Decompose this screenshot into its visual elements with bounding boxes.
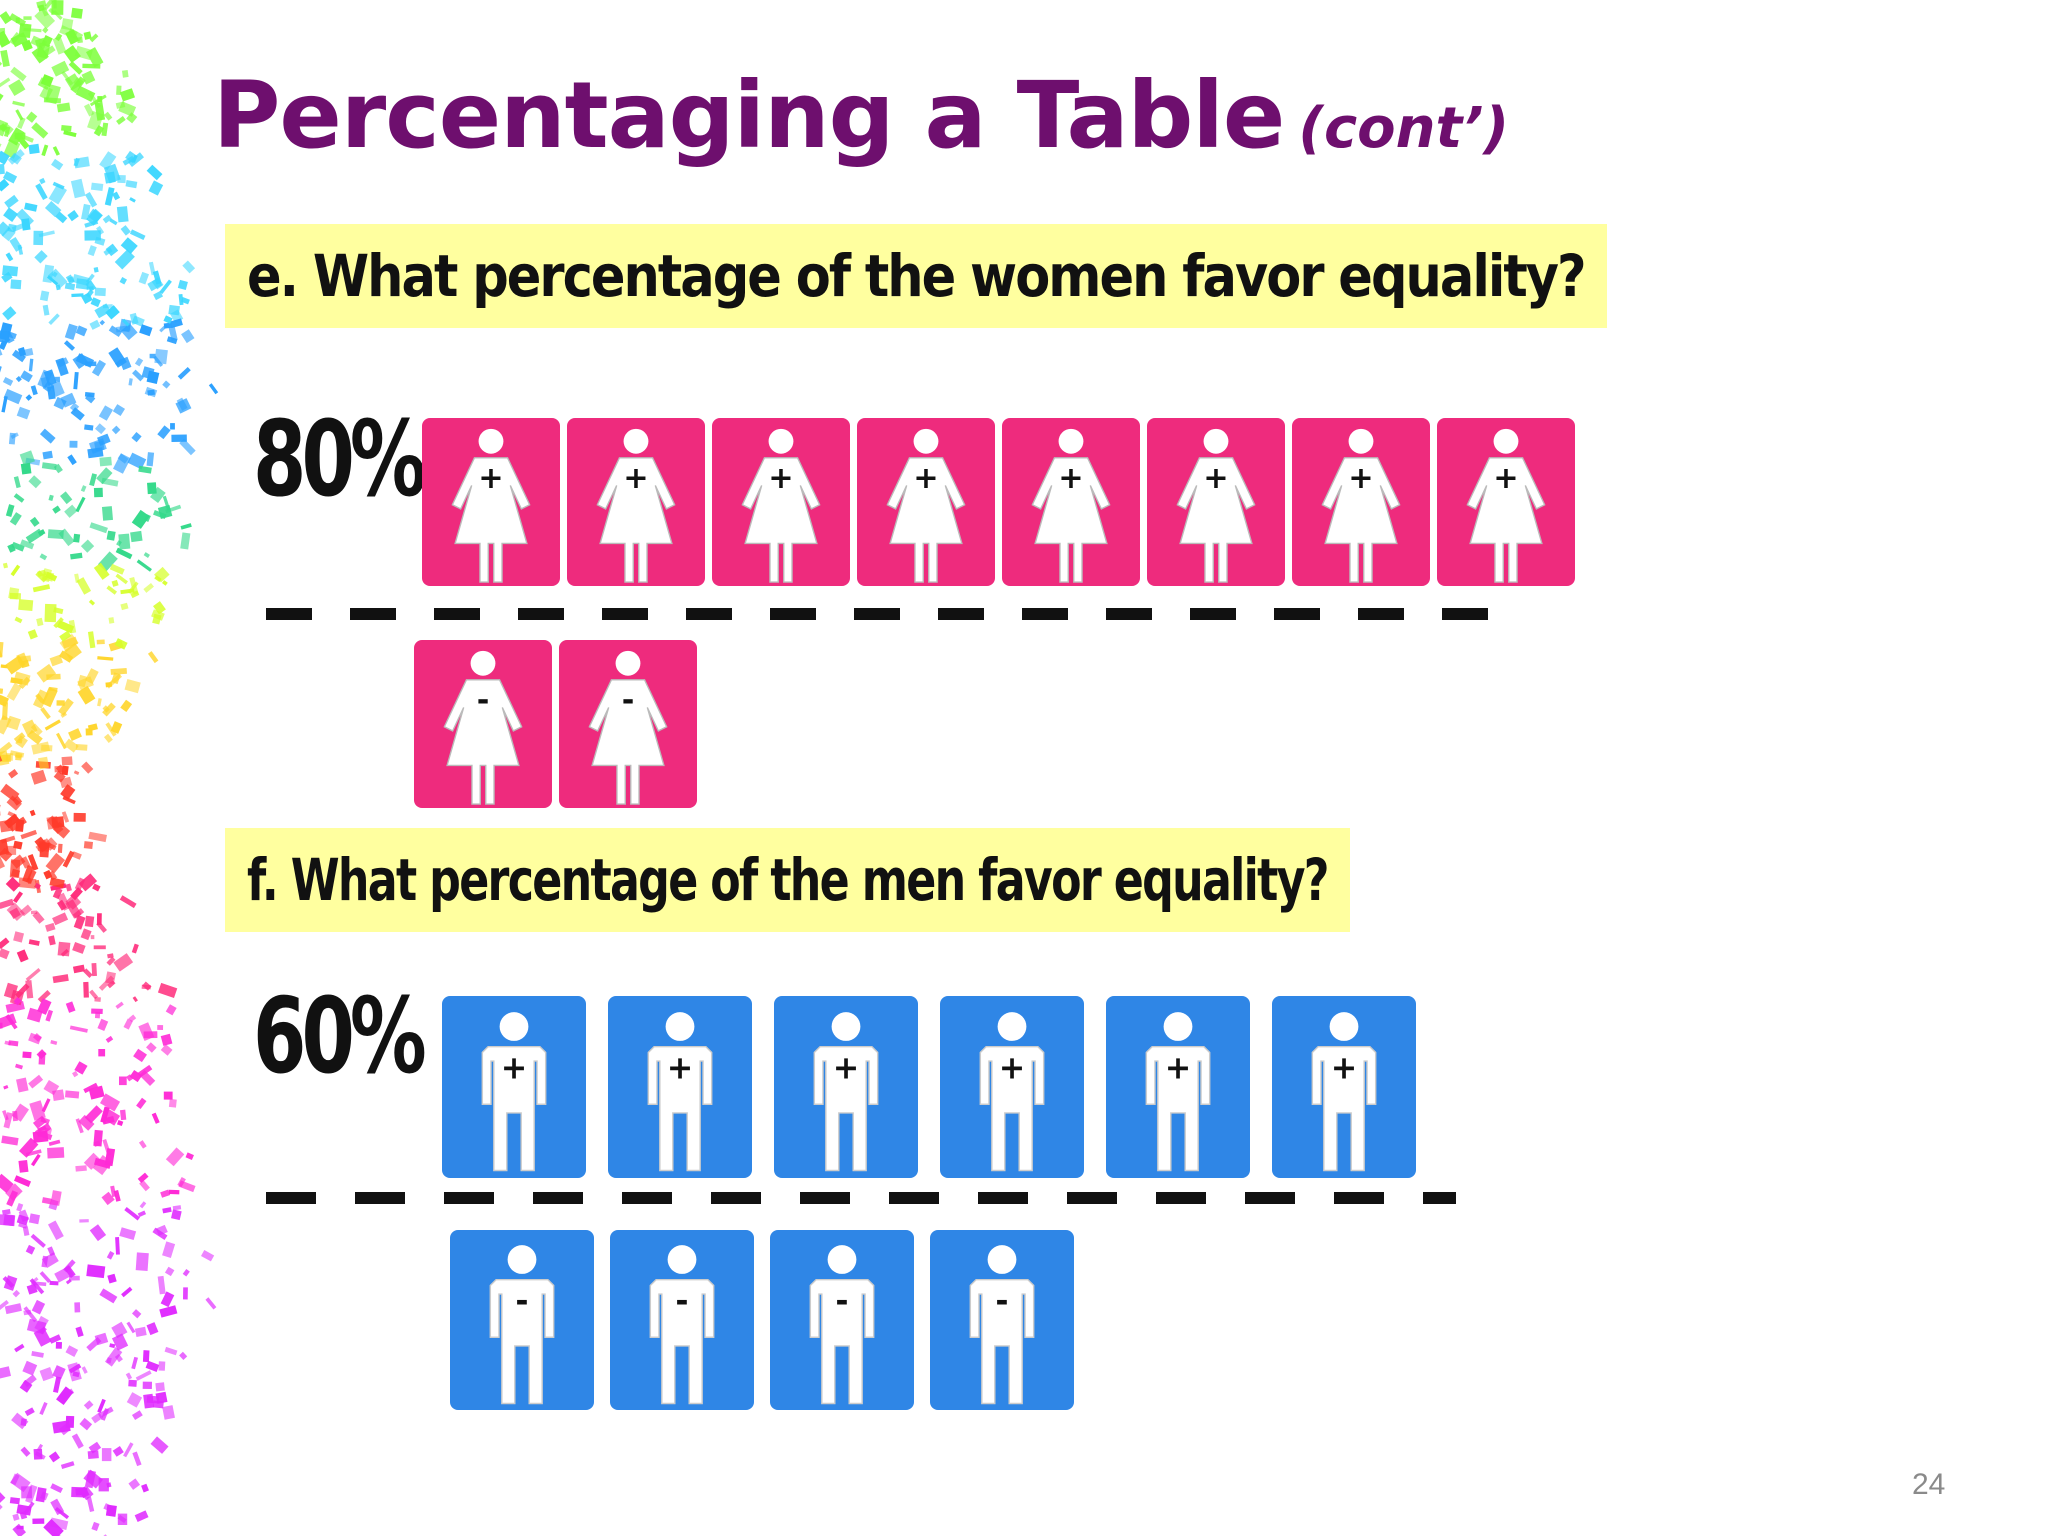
svg-text:+: + bbox=[999, 1050, 1026, 1086]
fraction-divider-women bbox=[266, 608, 312, 620]
svg-text:+: + bbox=[1331, 1050, 1358, 1086]
fraction-divider-men bbox=[266, 1192, 316, 1204]
question-men: f. What percentage of the men favor equa… bbox=[225, 828, 1350, 932]
fraction-divider-women bbox=[1190, 608, 1236, 620]
fraction-divider-women bbox=[350, 608, 396, 620]
fraction-divider-women bbox=[938, 608, 984, 620]
women-percent: 80% bbox=[253, 398, 427, 520]
svg-text:-: - bbox=[995, 1283, 1008, 1319]
woman-favor-icon: + bbox=[1147, 418, 1285, 586]
fraction-divider-men bbox=[1334, 1192, 1384, 1204]
svg-text:+: + bbox=[623, 461, 648, 496]
svg-text:+: + bbox=[1493, 461, 1518, 496]
woman-favor-icon: + bbox=[857, 418, 995, 586]
page-number: 24 bbox=[1912, 1468, 1946, 1501]
man-favor-icon: + bbox=[940, 996, 1084, 1178]
svg-text:-: - bbox=[622, 683, 635, 718]
svg-text:+: + bbox=[913, 461, 938, 496]
man-oppose-icon: - bbox=[770, 1230, 914, 1410]
svg-text:+: + bbox=[1348, 461, 1373, 496]
fraction-divider-men bbox=[800, 1192, 850, 1204]
fraction-divider-men bbox=[622, 1192, 672, 1204]
fraction-divider-women bbox=[1106, 608, 1152, 620]
question-men-label: f. What percentage of the men favor equa… bbox=[247, 846, 1329, 914]
man-favor-icon: + bbox=[1272, 996, 1416, 1178]
svg-text:+: + bbox=[1165, 1050, 1192, 1086]
fraction-divider-men bbox=[444, 1192, 494, 1204]
fraction-divider-women bbox=[602, 608, 648, 620]
woman-favor-icon: + bbox=[1002, 418, 1140, 586]
svg-text:+: + bbox=[1203, 461, 1228, 496]
fraction-divider-men bbox=[1067, 1192, 1117, 1204]
slide-title: Percentaging a Table (cont’) bbox=[213, 62, 1509, 169]
man-favor-icon: + bbox=[1106, 996, 1250, 1178]
slide-title-text: Percentaging a Table bbox=[213, 62, 1285, 169]
fraction-divider-women bbox=[1274, 608, 1320, 620]
woman-favor-icon: + bbox=[1292, 418, 1430, 586]
man-favor-icon: + bbox=[442, 996, 586, 1178]
fraction-divider-women bbox=[686, 608, 732, 620]
man-favor-icon: + bbox=[608, 996, 752, 1178]
woman-oppose-icon: - bbox=[559, 640, 697, 808]
woman-favor-icon: + bbox=[567, 418, 705, 586]
woman-favor-icon: + bbox=[712, 418, 850, 586]
fraction-divider-women bbox=[770, 608, 816, 620]
fraction-divider-women bbox=[1442, 608, 1488, 620]
fraction-divider-women bbox=[854, 608, 900, 620]
fraction-divider-men bbox=[533, 1192, 583, 1204]
svg-text:-: - bbox=[477, 683, 490, 718]
svg-text:+: + bbox=[768, 461, 793, 496]
svg-text:+: + bbox=[1058, 461, 1083, 496]
fraction-divider-men bbox=[1423, 1192, 1456, 1204]
man-oppose-icon: - bbox=[610, 1230, 754, 1410]
svg-text:+: + bbox=[833, 1050, 860, 1086]
man-oppose-icon: - bbox=[450, 1230, 594, 1410]
fraction-divider-women bbox=[1022, 608, 1068, 620]
woman-favor-icon: + bbox=[1437, 418, 1575, 586]
woman-oppose-icon: - bbox=[414, 640, 552, 808]
slide-title-suffix: (cont’) bbox=[1298, 96, 1510, 161]
svg-text:+: + bbox=[501, 1050, 528, 1086]
fraction-divider-women bbox=[1358, 608, 1404, 620]
svg-text:-: - bbox=[835, 1283, 848, 1319]
fraction-divider-men bbox=[1245, 1192, 1295, 1204]
fraction-divider-men bbox=[355, 1192, 405, 1204]
confetti-decoration bbox=[0, 0, 219, 1536]
fraction-divider-men bbox=[889, 1192, 939, 1204]
man-oppose-icon: - bbox=[930, 1230, 1074, 1410]
fraction-divider-men bbox=[1156, 1192, 1206, 1204]
fraction-divider-women bbox=[518, 608, 564, 620]
question-women: e. What percentage of the women favor eq… bbox=[225, 224, 1607, 328]
woman-favor-icon: + bbox=[422, 418, 560, 586]
fraction-divider-men bbox=[978, 1192, 1028, 1204]
svg-text:-: - bbox=[675, 1283, 688, 1319]
fraction-divider-women bbox=[434, 608, 480, 620]
men-percent: 60% bbox=[253, 975, 427, 1097]
svg-text:-: - bbox=[515, 1283, 528, 1319]
man-favor-icon: + bbox=[774, 996, 918, 1178]
svg-text:+: + bbox=[667, 1050, 694, 1086]
question-women-label: e. What percentage of the women favor eq… bbox=[247, 242, 1587, 310]
fraction-divider-men bbox=[711, 1192, 761, 1204]
svg-text:+: + bbox=[478, 461, 503, 496]
